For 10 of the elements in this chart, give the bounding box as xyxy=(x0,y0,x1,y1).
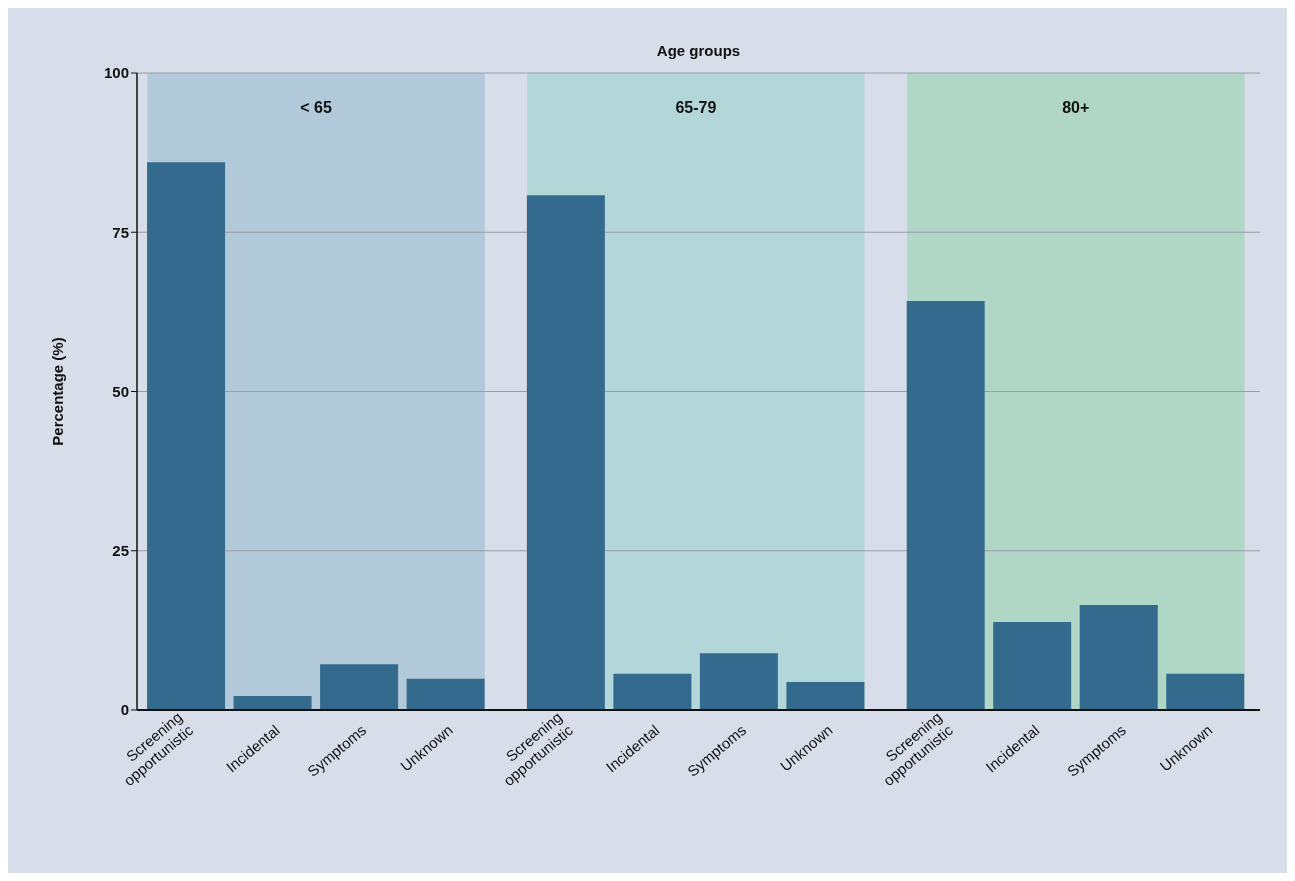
annotation: 80+ xyxy=(1061,99,1091,117)
annotation: 65-79 xyxy=(674,99,718,117)
annotation: < 65 xyxy=(299,99,333,117)
y-tick-label: 25 xyxy=(112,542,129,560)
y-tick-label: 0 xyxy=(120,701,129,719)
x-axis-title: Age groups xyxy=(655,42,742,59)
y-axis-title: Percentage (%) xyxy=(49,337,67,446)
y-tick-label: 50 xyxy=(112,382,129,400)
y-tick-label: 75 xyxy=(112,223,129,241)
y-tick-label: 100 xyxy=(103,64,129,82)
